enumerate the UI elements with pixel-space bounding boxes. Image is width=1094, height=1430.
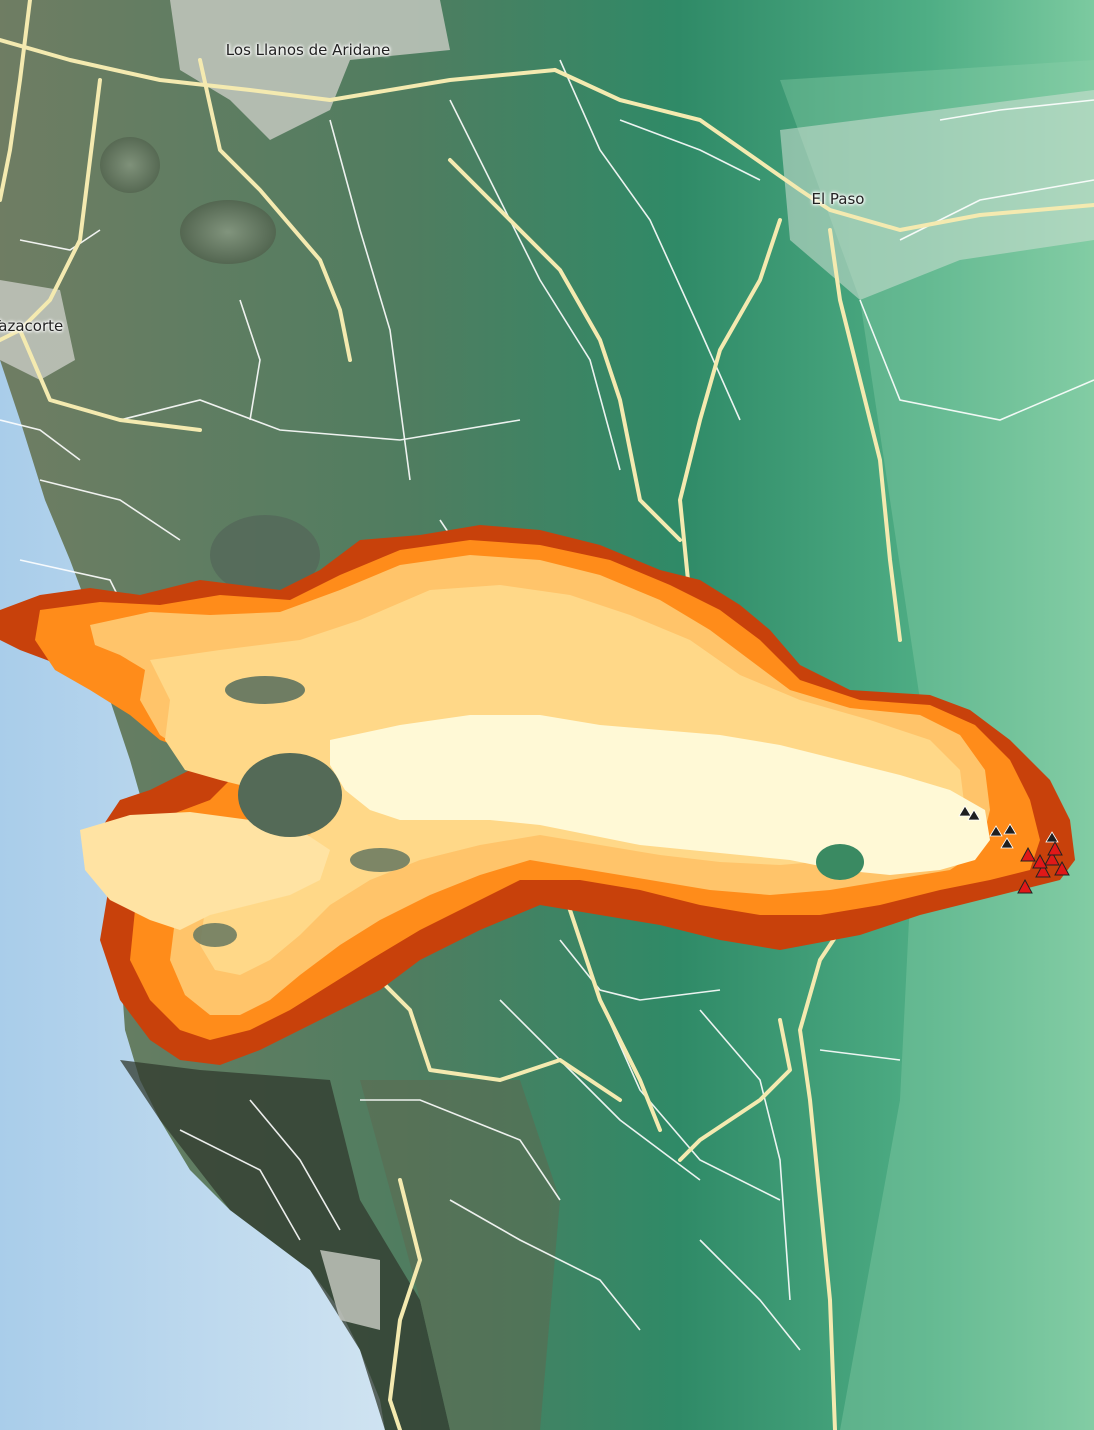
urban-tazacorte [0, 280, 75, 380]
urban-los-llanos [170, 0, 450, 140]
lava-oldest-west [80, 812, 330, 930]
urban-south [320, 1250, 380, 1330]
vent-active-icon[interactable] [1035, 862, 1051, 878]
kipuka-cone [238, 753, 342, 837]
vent-inactive-icon[interactable] [958, 805, 972, 817]
place-label-los-llanos[interactable]: Los Llanos de Aridane [225, 41, 391, 59]
lava-oldest-core [330, 715, 990, 875]
lava-flow [0, 525, 1075, 1065]
place-label-tazacorte[interactable]: Tazacorte [0, 317, 64, 335]
minor-roads [0, 59, 1094, 1351]
kipuka-sw [193, 923, 237, 947]
sea [0, 360, 385, 1430]
vent-inactive-icon[interactable] [1000, 837, 1014, 849]
vent-active-icon[interactable] [1044, 850, 1060, 866]
urban-el-paso [780, 90, 1094, 300]
kipuka-east [816, 844, 864, 880]
cone-1 [180, 200, 276, 264]
kipuka-north [225, 676, 305, 704]
kipuka-mid [350, 848, 410, 872]
lowland-patch [360, 1080, 560, 1430]
vent-active-icon[interactable] [1032, 853, 1048, 869]
cone-3 [210, 515, 320, 595]
vent-active-icon[interactable] [1017, 878, 1033, 894]
lowland-dark [120, 1060, 450, 1430]
place-label-el-paso[interactable]: El Paso [811, 190, 865, 208]
vent-inactive-icon[interactable] [1045, 831, 1059, 843]
vent-inactive-icon[interactable] [967, 809, 981, 821]
vent-active-icon[interactable] [1047, 840, 1063, 856]
vent-inactive-icon[interactable] [989, 825, 1003, 837]
cone-2 [100, 137, 160, 193]
vents [958, 805, 1070, 894]
vent-inactive-icon[interactable] [1003, 823, 1017, 835]
vent-active-icon[interactable] [1054, 860, 1070, 876]
vent-active-icon[interactable] [1020, 846, 1036, 862]
